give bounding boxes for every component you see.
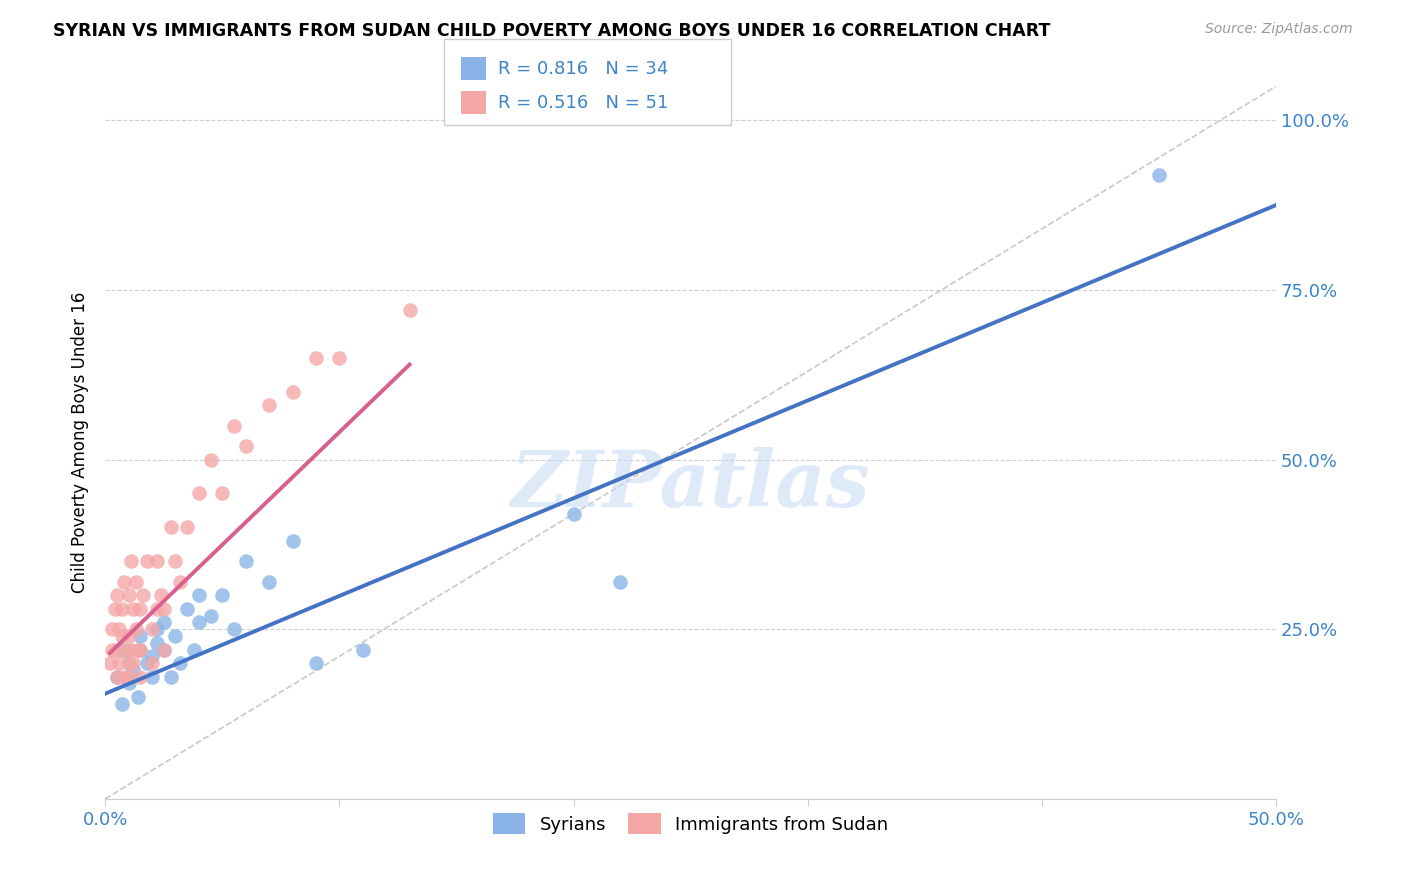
Point [103, 602, 125, 616]
Point [169, 574, 191, 589]
Point [152, 642, 174, 657]
Point [117, 676, 139, 690]
Point [98, 656, 121, 670]
Point [176, 602, 198, 616]
Point [108, 656, 131, 670]
Point [129, 642, 152, 657]
Point [152, 602, 174, 616]
Point [101, 642, 124, 657]
Point [112, 642, 135, 657]
Point [105, 642, 128, 657]
Point [122, 656, 145, 670]
Point [136, 656, 159, 670]
Point [257, 574, 280, 589]
Point [117, 629, 139, 643]
Point [117, 656, 139, 670]
Point [127, 690, 149, 704]
Point [112, 574, 135, 589]
Point [120, 642, 142, 657]
Point [165, 554, 187, 568]
Point [145, 622, 167, 636]
Point [169, 656, 191, 670]
Point [145, 636, 167, 650]
Point [112, 670, 135, 684]
Point [129, 629, 152, 643]
Point [101, 622, 124, 636]
Point [281, 384, 304, 399]
Point [305, 656, 328, 670]
Point [124, 622, 146, 636]
Point [115, 642, 138, 657]
Point [152, 642, 174, 657]
Text: Source: ZipAtlas.com: Source: ZipAtlas.com [1205, 22, 1353, 37]
Point [398, 303, 420, 318]
Point [150, 588, 173, 602]
Legend: Syrians, Immigrants from Sudan: Syrians, Immigrants from Sudan [484, 805, 897, 843]
Point [187, 588, 209, 602]
Point [159, 520, 181, 534]
Point [141, 622, 163, 636]
Text: R = 0.516   N = 51: R = 0.516 N = 51 [498, 94, 668, 112]
Point [110, 697, 132, 711]
Point [117, 670, 139, 684]
Point [136, 554, 159, 568]
Point [110, 629, 132, 643]
Point [152, 615, 174, 630]
Point [1147, 168, 1170, 182]
Point [108, 622, 131, 636]
Point [328, 351, 350, 365]
Point [235, 554, 257, 568]
Point [187, 486, 209, 500]
Point [200, 452, 222, 467]
Point [105, 670, 128, 684]
Point [129, 602, 152, 616]
Point [124, 574, 146, 589]
Point [141, 670, 163, 684]
Point [211, 588, 233, 602]
Point [159, 670, 181, 684]
Point [129, 670, 152, 684]
Point [183, 642, 205, 657]
Y-axis label: Child Poverty Among Boys Under 16: Child Poverty Among Boys Under 16 [72, 292, 89, 593]
Text: SYRIAN VS IMMIGRANTS FROM SUDAN CHILD POVERTY AMONG BOYS UNDER 16 CORRELATION CH: SYRIAN VS IMMIGRANTS FROM SUDAN CHILD PO… [53, 22, 1050, 40]
Point [165, 629, 187, 643]
Text: R = 0.816   N = 34: R = 0.816 N = 34 [498, 60, 668, 78]
Point [145, 554, 167, 568]
Point [609, 574, 631, 589]
Point [222, 418, 245, 433]
Point [562, 507, 585, 521]
Text: ZIPatlas: ZIPatlas [510, 447, 870, 524]
Point [117, 588, 139, 602]
Point [141, 649, 163, 664]
Point [105, 670, 128, 684]
Point [131, 588, 153, 602]
Point [352, 642, 374, 657]
Point [105, 588, 128, 602]
Point [145, 602, 167, 616]
Point [129, 642, 152, 657]
Point [305, 351, 328, 365]
Point [120, 554, 142, 568]
Point [187, 615, 209, 630]
Point [211, 486, 233, 500]
Point [235, 439, 257, 453]
Point [176, 520, 198, 534]
Point [110, 602, 132, 616]
Point [122, 663, 145, 677]
Point [222, 622, 245, 636]
Point [122, 602, 145, 616]
Point [200, 608, 222, 623]
Point [141, 656, 163, 670]
Point [281, 533, 304, 548]
Point [127, 642, 149, 657]
Point [257, 398, 280, 412]
Point [117, 656, 139, 670]
